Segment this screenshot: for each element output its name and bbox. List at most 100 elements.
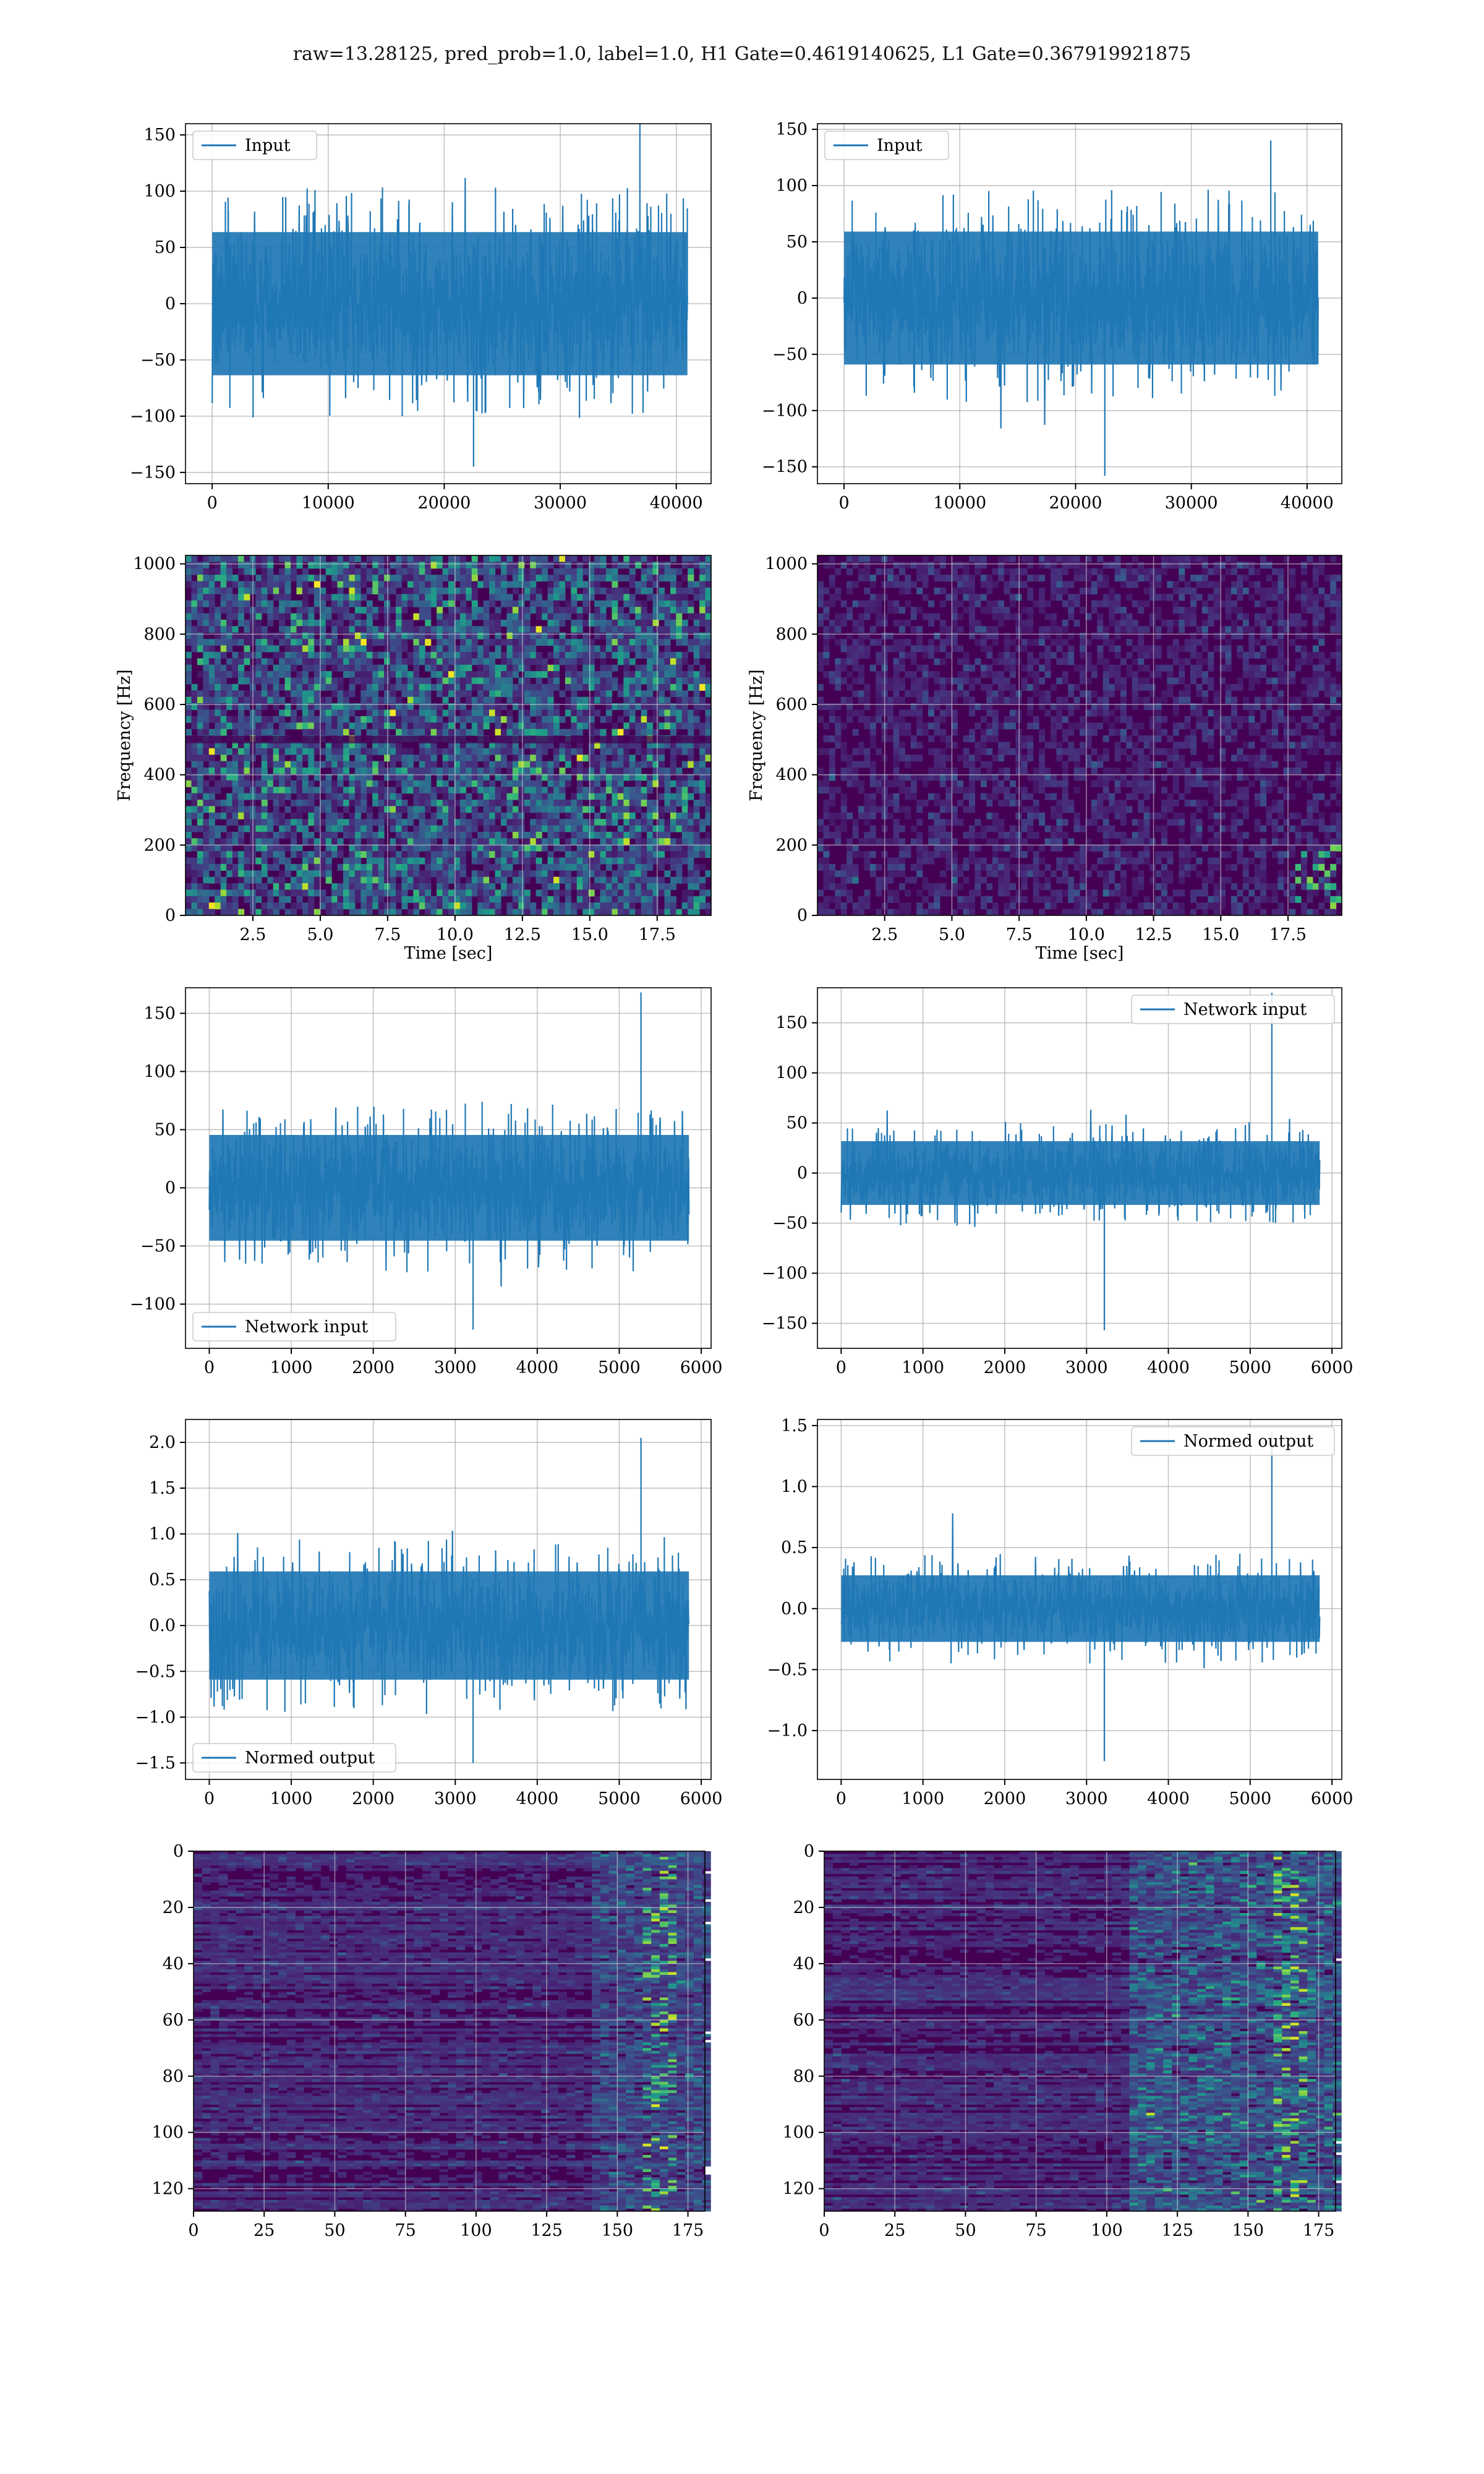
x-tick-label: 5000 — [1229, 1358, 1271, 1377]
x-tick-label: 30000 — [534, 494, 587, 513]
y-tick-label: 0 — [165, 1178, 176, 1197]
y-tick-label: −0.5 — [767, 1660, 808, 1679]
y-tick-label: 100 — [143, 1062, 176, 1081]
x-tick-label: 1000 — [902, 1358, 944, 1377]
y-tick-label: 100 — [775, 176, 808, 195]
legend-label: Normed output — [1183, 1432, 1313, 1451]
x-tick-label: 40000 — [1281, 494, 1334, 513]
series-line — [843, 140, 1319, 476]
line-panel-row3-left: 0 1000 2000 3000 4000 5000 6000 −100 −50 0 50 100 15… — [130, 987, 722, 1377]
y-tick-label: 800 — [775, 625, 808, 644]
legend: Input — [824, 131, 949, 160]
x-tick-label: 175 — [672, 2221, 704, 2240]
x-tick-label: 100 — [1091, 2221, 1123, 2240]
y-tick-label: 0 — [165, 906, 176, 925]
x-tick-label: 7.5 — [374, 925, 401, 944]
y-tick-label: 150 — [775, 120, 808, 139]
axes-frame — [824, 1851, 1336, 2212]
legend-label: Input — [245, 136, 291, 155]
line-panel-row1-left: 0 10000 20000 30000 40000 −150 −100 −50 0 50 100 15… — [130, 123, 712, 513]
y-tick-label: 0 — [173, 1842, 184, 1861]
x-tick-label: 2000 — [984, 1789, 1026, 1808]
x-tick-label: 2000 — [352, 1358, 394, 1377]
x-axis-label: Time [sec] — [1036, 944, 1124, 963]
x-tick-label: 1000 — [270, 1358, 313, 1377]
y-tick-label: 0.0 — [781, 1599, 808, 1619]
x-tick-label: 10000 — [933, 494, 986, 513]
x-tick-label: 6000 — [1311, 1358, 1354, 1377]
y-tick-label: 0 — [165, 294, 176, 314]
x-tick-label: 4000 — [516, 1789, 559, 1808]
x-tick-label: 15.0 — [571, 925, 608, 944]
y-tick-label: 80 — [163, 2067, 184, 2086]
x-tick-label: 0 — [836, 1358, 846, 1377]
x-tick-label: 5000 — [598, 1789, 641, 1808]
x-tick-label: 125 — [531, 2221, 563, 2240]
x-tick-label: 6000 — [680, 1789, 723, 1808]
heatmap-panel-row5-left: 0 25 50 75 100 125 150 175 0 20 40 60 80 100 120 — [151, 1842, 711, 2240]
series-line — [208, 1437, 690, 1763]
x-tick-label: 10.0 — [1068, 925, 1105, 944]
y-tick-label: 0.5 — [149, 1570, 176, 1590]
x-tick-label: 3000 — [1065, 1358, 1108, 1377]
x-tick-label: 5000 — [598, 1358, 641, 1377]
y-tick-label: 1.0 — [149, 1525, 176, 1544]
y-tick-label: 40 — [163, 1954, 184, 1974]
x-tick-label: 15.0 — [1202, 925, 1239, 944]
y-tick-label: 100 — [151, 2123, 184, 2142]
y-tick-label: 1.5 — [781, 1416, 808, 1436]
y-tick-label: −1.0 — [767, 1721, 808, 1740]
series-line — [840, 1431, 1321, 1761]
y-tick-label: 0 — [804, 1842, 814, 1861]
line-panel-row3-right: 0 1000 2000 3000 4000 5000 6000 −150 −100 −50 0 50 1… — [762, 987, 1354, 1377]
legend: Network input — [1131, 995, 1335, 1024]
legend: Normed output — [1131, 1426, 1335, 1456]
y-tick-label: 50 — [155, 1120, 176, 1139]
x-tick-label: 4000 — [1147, 1358, 1190, 1377]
y-tick-label: −1.5 — [135, 1753, 176, 1773]
x-tick-label: 100 — [460, 2221, 492, 2240]
y-tick-label: −50 — [772, 345, 808, 364]
x-tick-label: 12.5 — [504, 925, 541, 944]
y-tick-label: 0 — [797, 289, 808, 308]
x-tick-label: 6000 — [1311, 1789, 1354, 1808]
y-tick-label: 50 — [787, 1114, 808, 1133]
x-tick-label: 25 — [884, 2221, 905, 2240]
y-tick-label: 2.0 — [149, 1433, 176, 1452]
axes-frame — [817, 1419, 1342, 1780]
heatmap-cells — [194, 1851, 711, 2212]
heatmap-panel-row5-right: 0 25 50 75 100 125 150 175 0 20 40 60 80 100 120 — [782, 1842, 1342, 2240]
y-tick-label: 0.0 — [149, 1616, 176, 1635]
series-line — [208, 992, 690, 1330]
y-tick-label: 60 — [793, 2011, 814, 2030]
axes-frame — [185, 987, 712, 1349]
x-tick-label: 1000 — [270, 1789, 313, 1808]
legend-box — [192, 1312, 396, 1342]
legend-label: Normed output — [245, 1748, 375, 1768]
x-tick-label: 10000 — [302, 494, 355, 513]
x-tick-label: 30000 — [1165, 494, 1218, 513]
legend: Network input — [192, 1312, 396, 1342]
y-tick-label: 200 — [143, 836, 176, 855]
series-line — [211, 124, 688, 467]
heatmap-panel-row2-right: 2.5 5.0 7.5 10.0 12.5 15.0 17.5 0 200 400 600 800 10… — [747, 555, 1342, 963]
series-path — [211, 178, 688, 412]
y-tick-label: −50 — [140, 1237, 176, 1256]
axes-frame — [817, 123, 1342, 484]
y-tick-label: 0 — [797, 906, 808, 925]
x-tick-label: 17.5 — [1269, 925, 1307, 944]
x-tick-label: 3000 — [1065, 1789, 1108, 1808]
x-axis-label: Time [sec] — [404, 944, 493, 963]
x-tick-label: 0 — [838, 494, 849, 513]
x-tick-label: 20000 — [417, 494, 471, 513]
x-tick-label: 12.5 — [1135, 925, 1172, 944]
y-tick-label: 60 — [163, 2011, 184, 2030]
y-tick-label: −100 — [762, 1264, 808, 1283]
x-tick-label: 3000 — [434, 1789, 477, 1808]
y-tick-label: −50 — [772, 1214, 808, 1233]
legend: Normed output — [192, 1743, 396, 1773]
x-tick-label: 0 — [819, 2221, 829, 2240]
y-tick-label: −100 — [130, 407, 176, 426]
x-tick-label: 50 — [324, 2221, 345, 2240]
